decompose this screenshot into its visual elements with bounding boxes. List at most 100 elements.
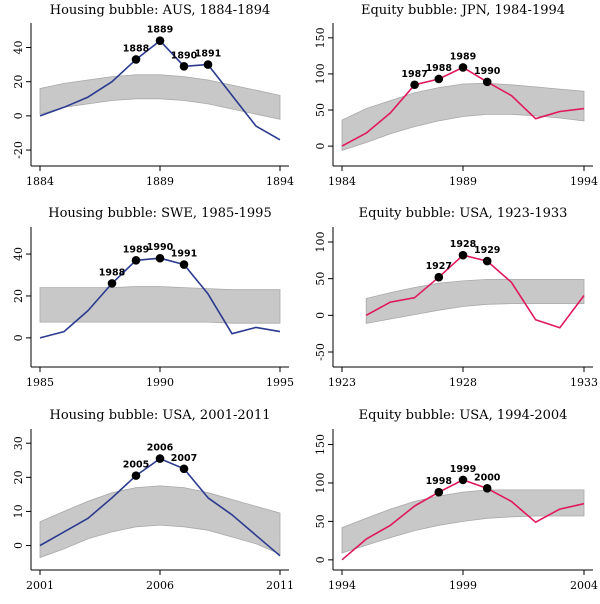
chart-title: Equity bubble: USA, 1994-2004 xyxy=(359,408,568,423)
panel-4: Equity bubble: USA, 1923-1933 1923 1928 193… xyxy=(314,206,598,389)
y-tick-label: -50 xyxy=(314,343,327,361)
confidence-band xyxy=(39,286,281,324)
y-tick-label: 20 xyxy=(12,470,25,484)
y-tick-label: 0 xyxy=(12,334,25,341)
y-tick-label: 0 xyxy=(12,112,25,119)
x-tick-label: 2011 xyxy=(266,579,294,592)
x-tick-label: 2006 xyxy=(146,579,174,592)
chart-title: Housing bubble: USA, 2001-2011 xyxy=(50,408,271,423)
chart-title: Equity bubble: USA, 1923-1933 xyxy=(359,206,568,221)
confidence-band xyxy=(341,489,585,554)
data-point xyxy=(155,454,165,463)
point-label: 2005 xyxy=(123,460,149,471)
point-label: 1987 xyxy=(401,69,427,80)
data-point xyxy=(203,60,213,69)
point-label: 1990 xyxy=(474,66,501,77)
data-point xyxy=(131,471,141,480)
x-tick-label: 1928 xyxy=(449,376,477,389)
y-tick-label: 0 xyxy=(12,542,25,549)
point-label: 1991 xyxy=(171,249,197,260)
y-tick-label: 40 xyxy=(12,41,25,55)
point-label: 1929 xyxy=(474,245,500,256)
y-tick-label: 150 xyxy=(314,434,327,455)
x-tick-label: 1995 xyxy=(266,376,294,389)
confidence-band xyxy=(39,74,281,120)
x-tick-label: 1933 xyxy=(570,376,598,389)
point-label: 1998 xyxy=(426,476,453,487)
point-label: 1999 xyxy=(450,464,476,475)
data-point xyxy=(131,55,141,64)
data-point xyxy=(155,253,165,263)
data-point xyxy=(458,250,468,260)
x-tick-label: 1984 xyxy=(328,175,356,188)
x-tick-label: 1999 xyxy=(449,579,477,592)
data-point xyxy=(482,484,492,493)
point-label: 1889 xyxy=(147,25,173,36)
data-point xyxy=(434,74,444,84)
x-tick-label: 1989 xyxy=(449,175,477,188)
y-tick-label: 30 xyxy=(12,436,25,450)
y-tick-label: 50 xyxy=(314,272,327,286)
data-point xyxy=(458,63,468,72)
point-label: 1989 xyxy=(450,51,476,62)
x-tick-label: 1994 xyxy=(328,579,356,592)
point-label: 1989 xyxy=(123,244,149,255)
point-label: 1890 xyxy=(171,50,198,61)
x-tick-label: 1985 xyxy=(26,376,54,389)
confidence-band xyxy=(365,278,585,324)
data-point xyxy=(410,80,419,90)
y-tick-label: 100 xyxy=(314,472,327,493)
point-label: 1888 xyxy=(123,43,150,54)
y-tick-label: 150 xyxy=(314,27,327,48)
y-tick-label: 40 xyxy=(12,247,25,261)
data-point xyxy=(434,487,444,497)
data-point xyxy=(434,272,444,282)
point-label: 2000 xyxy=(474,472,501,483)
point-label: 1891 xyxy=(195,49,221,60)
y-tick-label: -20 xyxy=(12,141,25,159)
data-point xyxy=(155,36,165,45)
panel-2: Equity bubble: JPN, 1984-1994 1984 1989 199… xyxy=(314,3,598,188)
series-line xyxy=(365,254,585,329)
x-tick-label: 1884 xyxy=(26,175,54,188)
point-label: 2006 xyxy=(147,443,174,454)
y-tick-label: 0 xyxy=(314,556,327,563)
y-tick-label: 50 xyxy=(314,514,327,528)
chart-title: Housing bubble: AUS, 1884-1894 xyxy=(50,3,271,18)
x-tick-label: 2004 xyxy=(570,579,598,592)
y-tick-label: 0 xyxy=(314,312,327,319)
point-label: 1988 xyxy=(99,267,126,278)
point-label: 1988 xyxy=(426,63,453,74)
point-label: 1927 xyxy=(426,261,452,272)
x-tick-label: 2001 xyxy=(26,579,54,592)
chart-title: Equity bubble: JPN, 1984-1994 xyxy=(361,3,565,18)
y-tick-label: 100 xyxy=(314,63,327,84)
point-label: 1990 xyxy=(147,242,174,253)
y-tick-label: 50 xyxy=(314,103,327,117)
y-tick-label: 20 xyxy=(12,289,25,303)
data-point xyxy=(107,279,117,288)
x-tick-label: 1923 xyxy=(328,376,356,389)
data-point xyxy=(179,464,189,474)
chart-title: Housing bubble: SWE, 1985-1995 xyxy=(48,206,271,221)
y-tick-label: 100 xyxy=(314,232,327,253)
data-point xyxy=(458,475,468,485)
point-label: 2007 xyxy=(171,453,197,464)
y-tick-label: 20 xyxy=(12,75,25,89)
panel-1: Housing bubble: AUS, 1884-1894 1884 1889 18… xyxy=(12,3,294,188)
data-point xyxy=(482,77,492,87)
x-tick-label: 1889 xyxy=(146,175,174,188)
x-tick-label: 1894 xyxy=(266,175,294,188)
data-point xyxy=(131,256,141,265)
data-point xyxy=(179,62,189,71)
x-tick-label: 1990 xyxy=(146,376,174,389)
data-point xyxy=(179,260,189,269)
data-point xyxy=(482,256,492,266)
y-tick-label: 0 xyxy=(314,143,327,150)
y-tick-label: 10 xyxy=(12,504,25,518)
point-label: 1928 xyxy=(450,239,477,250)
